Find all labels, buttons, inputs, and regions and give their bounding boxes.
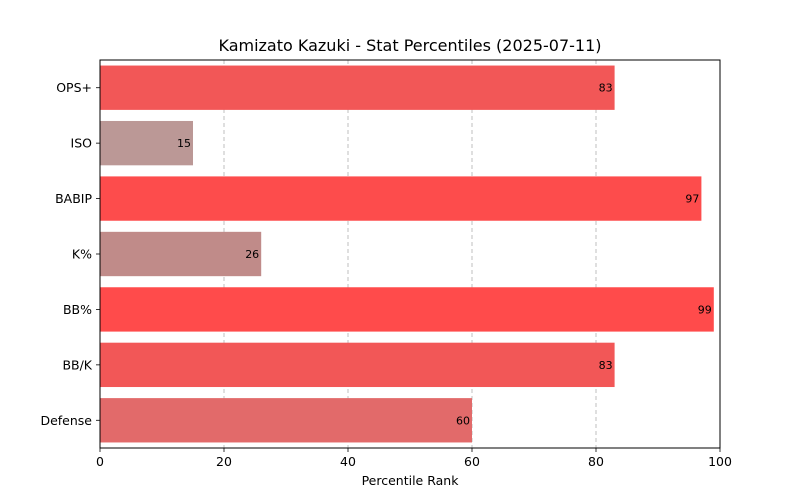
- x-axis-label: Percentile Rank: [362, 473, 460, 488]
- data-label: 83: [599, 82, 613, 95]
- bar: [100, 231, 262, 277]
- data-label: 15: [177, 137, 191, 150]
- y-tick-label: K%: [72, 247, 92, 262]
- x-tick-label: 40: [340, 454, 356, 469]
- data-label: 97: [685, 193, 699, 206]
- x-tick-label: 0: [96, 454, 104, 469]
- y-tick-label: BB%: [63, 302, 92, 317]
- y-axis: OPS+ ISO BABIP K% BB% BB/K Defense: [40, 80, 100, 428]
- x-tick-label: 100: [708, 454, 732, 469]
- data-label: 99: [698, 303, 712, 316]
- y-tick-label: BB/K: [62, 357, 92, 372]
- plot-frame: [99, 59, 721, 449]
- bar: [100, 287, 714, 332]
- x-tick-label: 20: [216, 454, 232, 469]
- data-label: 26: [245, 248, 259, 261]
- chart-title: Kamizato Kazuki - Stat Percentiles (2025…: [218, 36, 601, 55]
- bar: [100, 120, 193, 166]
- x-axis: 0 20 40 60 80 100: [96, 448, 732, 469]
- bar: [100, 65, 615, 110]
- data-label: 60: [456, 414, 470, 427]
- data-label: 83: [599, 359, 613, 372]
- bar: [100, 398, 472, 443]
- bars: [100, 65, 714, 443]
- x-tick-label: 60: [464, 454, 480, 469]
- x-tick-label: 80: [588, 454, 604, 469]
- y-tick-label: ISO: [71, 136, 93, 151]
- y-tick-label: Defense: [40, 413, 92, 428]
- y-tick-label: BABIP: [55, 191, 92, 206]
- y-tick-label: OPS+: [56, 80, 92, 95]
- data-labels: 83 15 97 26 99 83 60: [177, 82, 712, 428]
- bar: [100, 342, 615, 388]
- bar: [100, 176, 702, 221]
